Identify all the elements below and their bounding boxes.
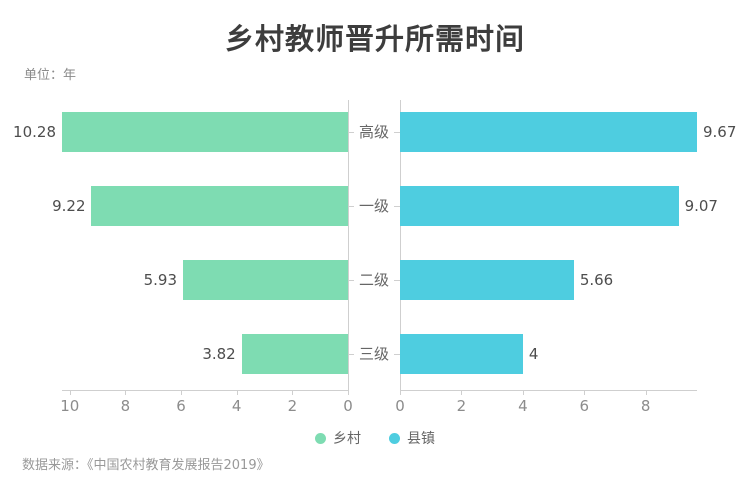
legend-label: 县镇 xyxy=(407,431,435,447)
x-axis-tick-label: 10 xyxy=(60,397,80,415)
bar-value-label: 9.07 xyxy=(684,197,718,215)
x-axis-tick-label: 2 xyxy=(287,397,298,415)
bar-乡村-高级[interactable] xyxy=(62,112,348,152)
bar-乡村-三级[interactable] xyxy=(241,334,348,374)
data-source: 数据来源：《中国农村教育发展报告2019》 xyxy=(22,458,270,473)
bar-县镇-三级[interactable] xyxy=(400,334,523,374)
x-axis-tick-label: 4 xyxy=(518,397,528,415)
category-tick xyxy=(394,132,400,133)
category-tick xyxy=(348,354,354,355)
x-axis-tick-label: 0 xyxy=(343,397,353,415)
category-label-一级: 一级 xyxy=(358,197,389,215)
legend: 乡村 县镇 xyxy=(0,428,750,448)
bar-value-label: 4 xyxy=(528,345,539,363)
x-axis-tick xyxy=(348,390,349,395)
x-axis-tick-label: 2 xyxy=(456,397,467,415)
category-label-高级: 高级 xyxy=(358,123,389,141)
category-tick xyxy=(348,206,354,207)
x-axis-tick-label: 8 xyxy=(120,397,131,415)
x-axis-tick xyxy=(461,390,463,395)
x-axis-tick-label: 0 xyxy=(395,397,405,415)
x-axis-tick xyxy=(400,390,401,395)
bar-乡村-二级[interactable] xyxy=(183,260,348,300)
legend-dot-icon xyxy=(315,432,326,444)
category-label-二级: 二级 xyxy=(358,271,389,289)
bar-县镇-二级[interactable] xyxy=(400,260,574,300)
right-panel-vertical-axis xyxy=(400,100,401,390)
x-axis-tick xyxy=(181,390,183,395)
category-tick xyxy=(394,280,400,281)
bar-乡村-一级[interactable] xyxy=(91,186,348,226)
legend-dot-icon xyxy=(389,432,400,444)
x-axis-tick xyxy=(645,390,647,395)
x-axis-tick xyxy=(292,390,294,395)
bar-value-label: 3.82 xyxy=(202,345,236,363)
legend-item-县镇[interactable]: 县镇 xyxy=(389,428,435,448)
unit-label: 单位：年 xyxy=(24,68,77,83)
right-panel-bottom-axis xyxy=(400,390,697,391)
bar-value-label: 5.93 xyxy=(143,271,178,289)
x-axis-tick xyxy=(522,390,524,395)
x-axis-tick xyxy=(125,390,127,395)
left-panel-bottom-axis xyxy=(62,390,348,391)
legend-label: 乡村 xyxy=(333,431,361,447)
bar-县镇-一级[interactable] xyxy=(400,186,679,226)
category-tick xyxy=(394,206,400,207)
bar-value-label: 5.66 xyxy=(579,271,614,289)
x-axis-tick-label: 8 xyxy=(640,397,651,415)
x-axis-tick xyxy=(69,390,71,395)
category-tick xyxy=(348,280,354,281)
bar-value-label: 9.22 xyxy=(52,197,86,215)
category-tick xyxy=(394,354,400,355)
category-tick xyxy=(348,132,354,133)
x-axis-tick xyxy=(584,390,586,395)
x-axis-tick-label: 6 xyxy=(579,397,590,415)
chart-title: 乡村教师晋升所需时间 xyxy=(224,22,525,56)
category-label-三级: 三级 xyxy=(358,345,389,363)
x-axis-tick-label: 4 xyxy=(231,397,242,415)
bar-value-label: 10.28 xyxy=(13,123,56,141)
legend-item-乡村[interactable]: 乡村 xyxy=(315,428,361,448)
x-axis-tick-label: 6 xyxy=(176,397,186,415)
left-panel-vertical-axis xyxy=(348,100,349,390)
bar-县镇-高级[interactable] xyxy=(400,112,697,152)
x-axis-tick xyxy=(236,390,238,395)
bar-value-label: 9.67 xyxy=(703,123,737,141)
